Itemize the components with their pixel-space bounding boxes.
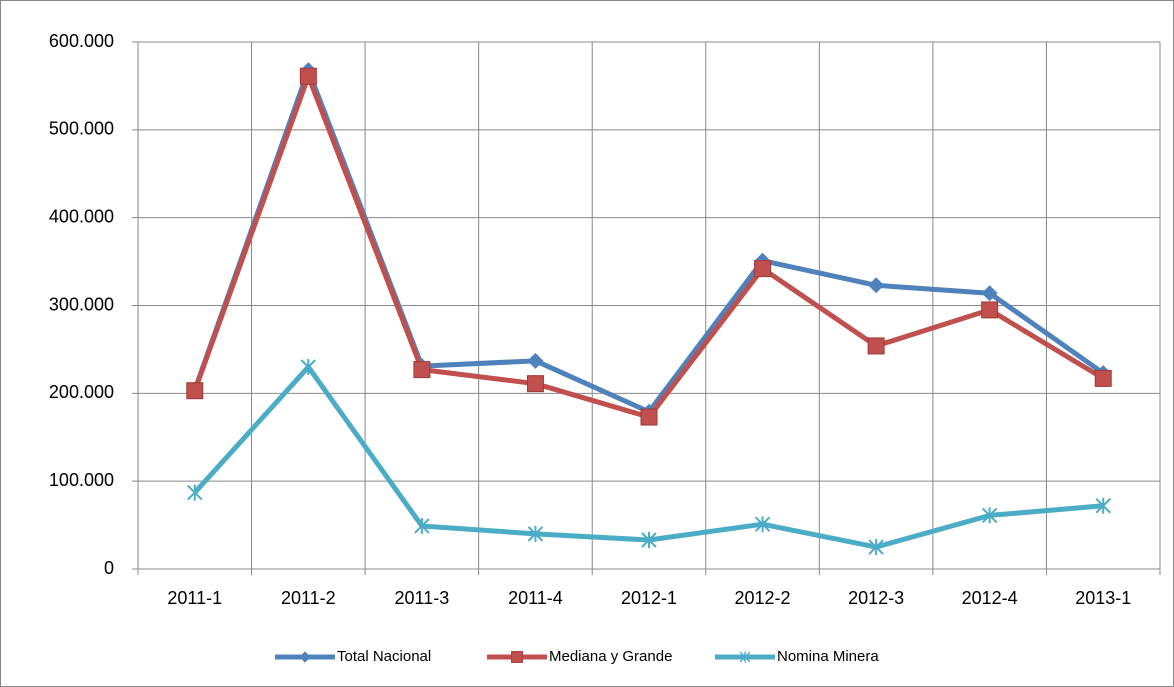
- marker: [1095, 497, 1111, 514]
- x-tick-label: 2013-1: [1075, 588, 1131, 608]
- x-tick-label: 2012-1: [621, 588, 677, 608]
- marker: [186, 382, 204, 400]
- marker: [868, 539, 884, 556]
- y-tick-label: 500.000: [49, 119, 114, 139]
- y-tick-label: 0: [104, 558, 114, 578]
- marker: [526, 375, 544, 393]
- marker: [511, 651, 523, 663]
- marker: [754, 516, 771, 533]
- marker: [1094, 369, 1112, 387]
- marker: [414, 517, 430, 534]
- y-tick-label: 600.000: [49, 31, 114, 51]
- x-tick-label: 2011-4: [508, 588, 563, 608]
- marker: [981, 301, 999, 319]
- marker: [868, 277, 885, 294]
- marker: [300, 358, 317, 375]
- marker: [527, 525, 544, 542]
- marker: [739, 651, 751, 663]
- x-tick-label: 2012-2: [735, 588, 791, 608]
- y-tick-label: 100.000: [49, 470, 114, 490]
- y-tick-label: 300.000: [49, 294, 114, 314]
- y-tick-label: 400.000: [49, 206, 114, 226]
- marker: [413, 361, 431, 379]
- legend: Total Nacional Mediana y Grande Nomina Min…: [275, 648, 879, 665]
- x-tick-label: 2012-4: [962, 588, 1018, 608]
- marker: [299, 651, 311, 663]
- marker: [527, 352, 544, 369]
- legend-label: Mediana y Grande: [549, 648, 672, 665]
- marker: [299, 67, 317, 85]
- marker: [867, 337, 885, 355]
- x-tick-label: 2011-3: [395, 588, 450, 608]
- legend-label: Total Nacional: [337, 648, 431, 665]
- legend-label: Nomina Minera: [777, 648, 879, 665]
- marker: [641, 532, 657, 549]
- marker: [754, 260, 772, 278]
- marker: [187, 484, 203, 501]
- marker: [981, 285, 998, 302]
- marker: [640, 408, 658, 426]
- x-tick-label: 2011-2: [281, 588, 336, 608]
- marker: [981, 507, 998, 524]
- x-tick-label: 2012-3: [848, 588, 904, 608]
- y-tick-label: 200.000: [49, 382, 114, 402]
- x-tick-label: 2011-1: [167, 588, 222, 608]
